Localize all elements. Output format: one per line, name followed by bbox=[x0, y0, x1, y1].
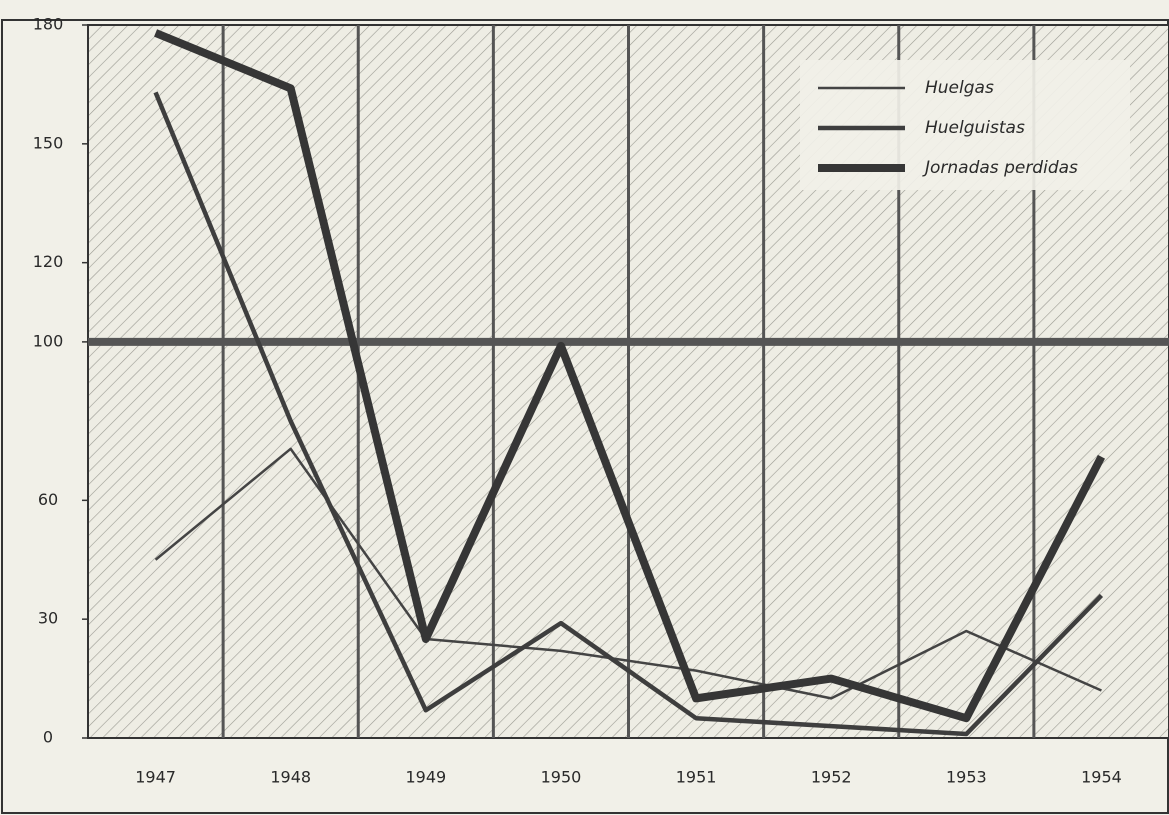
series-line bbox=[154, 447, 1102, 700]
x-tick-label: 1954 bbox=[1081, 768, 1122, 787]
x-tick-label: 1947 bbox=[135, 768, 176, 787]
legend-label: Jornadas perdidas bbox=[922, 158, 1078, 178]
y-tick-label: 30 bbox=[38, 609, 58, 628]
legend-label: Huelgas bbox=[925, 78, 994, 98]
y-tick-label: 0 bbox=[43, 728, 53, 747]
legend-label: Huelguistas bbox=[925, 118, 1025, 138]
y-tick-label: 150 bbox=[33, 133, 64, 152]
x-tick-label: 1953 bbox=[946, 768, 987, 787]
x-tick-label: 1952 bbox=[811, 768, 852, 787]
x-tick-label: 1950 bbox=[541, 768, 582, 787]
x-tick-label: 1949 bbox=[405, 768, 446, 787]
y-tick-label: 120 bbox=[33, 252, 64, 271]
x-tick-label: 1951 bbox=[676, 768, 717, 787]
series-line bbox=[154, 29, 1105, 723]
y-tick-label: 60 bbox=[38, 490, 58, 509]
x-tick-label: 1948 bbox=[270, 768, 311, 787]
series-line bbox=[153, 91, 1104, 737]
y-tick-label: 180 bbox=[33, 15, 64, 34]
y-tick-label: 100 bbox=[33, 331, 64, 350]
